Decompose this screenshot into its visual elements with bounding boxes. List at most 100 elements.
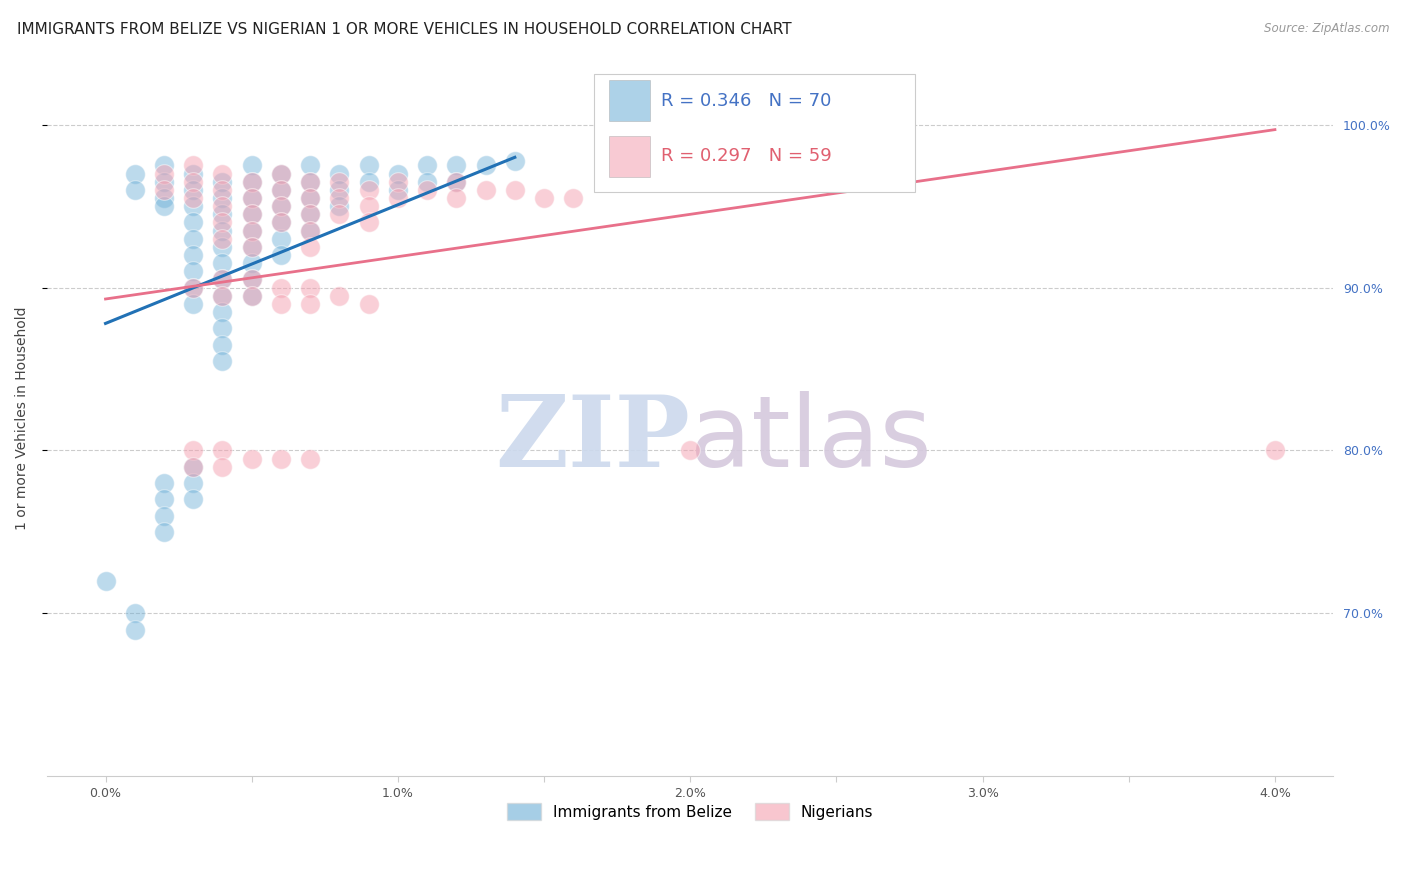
FancyBboxPatch shape bbox=[609, 80, 651, 121]
Point bbox=[357, 215, 380, 229]
Legend: Immigrants from Belize, Nigerians: Immigrants from Belize, Nigerians bbox=[501, 797, 879, 826]
Point bbox=[1264, 443, 1286, 458]
Point bbox=[270, 167, 292, 181]
Point bbox=[181, 459, 204, 474]
Point bbox=[357, 175, 380, 189]
Point bbox=[181, 459, 204, 474]
Point bbox=[474, 183, 496, 197]
Point bbox=[211, 289, 233, 303]
Point bbox=[387, 191, 409, 205]
Point bbox=[181, 191, 204, 205]
Point bbox=[328, 199, 350, 213]
Point bbox=[299, 224, 322, 238]
Text: Source: ZipAtlas.com: Source: ZipAtlas.com bbox=[1264, 22, 1389, 36]
Point bbox=[270, 248, 292, 262]
Text: R = 0.346   N = 70: R = 0.346 N = 70 bbox=[661, 92, 831, 110]
Point bbox=[181, 232, 204, 246]
Point bbox=[446, 158, 468, 172]
Point bbox=[270, 280, 292, 294]
Point bbox=[240, 240, 263, 254]
Point bbox=[416, 183, 439, 197]
Point bbox=[211, 232, 233, 246]
Point bbox=[503, 183, 526, 197]
Point bbox=[240, 207, 263, 221]
Point bbox=[328, 207, 350, 221]
Point bbox=[211, 443, 233, 458]
Point bbox=[240, 289, 263, 303]
Point bbox=[181, 158, 204, 172]
Point bbox=[240, 175, 263, 189]
Point bbox=[240, 224, 263, 238]
Point bbox=[562, 191, 585, 205]
Point bbox=[240, 175, 263, 189]
FancyBboxPatch shape bbox=[609, 136, 651, 178]
Point bbox=[299, 207, 322, 221]
Point bbox=[153, 524, 176, 539]
Point bbox=[240, 224, 263, 238]
Point bbox=[181, 183, 204, 197]
Point bbox=[270, 232, 292, 246]
Point bbox=[299, 451, 322, 466]
Point bbox=[387, 183, 409, 197]
Point bbox=[240, 256, 263, 270]
Point bbox=[270, 183, 292, 197]
Point bbox=[679, 443, 702, 458]
Point bbox=[270, 199, 292, 213]
Point bbox=[240, 191, 263, 205]
Point bbox=[181, 476, 204, 491]
Point bbox=[94, 574, 117, 588]
Point bbox=[181, 175, 204, 189]
Y-axis label: 1 or more Vehicles in Household: 1 or more Vehicles in Household bbox=[15, 306, 30, 530]
Point bbox=[211, 256, 233, 270]
Point bbox=[240, 207, 263, 221]
Point bbox=[240, 289, 263, 303]
Point bbox=[299, 240, 322, 254]
Point bbox=[181, 264, 204, 278]
Point bbox=[211, 199, 233, 213]
Point bbox=[181, 443, 204, 458]
Point bbox=[270, 199, 292, 213]
Point bbox=[211, 289, 233, 303]
Point bbox=[387, 167, 409, 181]
FancyBboxPatch shape bbox=[593, 74, 915, 192]
Text: IMMIGRANTS FROM BELIZE VS NIGERIAN 1 OR MORE VEHICLES IN HOUSEHOLD CORRELATION C: IMMIGRANTS FROM BELIZE VS NIGERIAN 1 OR … bbox=[17, 22, 792, 37]
Point bbox=[357, 183, 380, 197]
Point bbox=[503, 153, 526, 168]
Point bbox=[153, 183, 176, 197]
Point bbox=[299, 224, 322, 238]
Point bbox=[240, 240, 263, 254]
Point bbox=[153, 492, 176, 507]
Point bbox=[299, 191, 322, 205]
Point bbox=[299, 297, 322, 311]
Point bbox=[124, 167, 146, 181]
Point bbox=[153, 191, 176, 205]
Point bbox=[299, 158, 322, 172]
Point bbox=[153, 199, 176, 213]
Point bbox=[181, 215, 204, 229]
Point bbox=[270, 183, 292, 197]
Point bbox=[211, 337, 233, 351]
Point bbox=[474, 158, 496, 172]
Point bbox=[299, 175, 322, 189]
Point bbox=[240, 272, 263, 286]
Point bbox=[181, 297, 204, 311]
Point bbox=[181, 167, 204, 181]
Point bbox=[124, 607, 146, 621]
Point bbox=[153, 508, 176, 523]
Point bbox=[211, 207, 233, 221]
Point bbox=[153, 158, 176, 172]
Text: R = 0.297   N = 59: R = 0.297 N = 59 bbox=[661, 147, 831, 165]
Point bbox=[270, 451, 292, 466]
Text: atlas: atlas bbox=[690, 391, 932, 488]
Point bbox=[211, 459, 233, 474]
Point bbox=[240, 272, 263, 286]
Point bbox=[211, 215, 233, 229]
Point bbox=[416, 175, 439, 189]
Point bbox=[240, 158, 263, 172]
Point bbox=[211, 305, 233, 319]
Point bbox=[328, 289, 350, 303]
Point bbox=[211, 321, 233, 335]
Text: ZIP: ZIP bbox=[495, 391, 690, 488]
Point bbox=[153, 167, 176, 181]
Point bbox=[446, 191, 468, 205]
